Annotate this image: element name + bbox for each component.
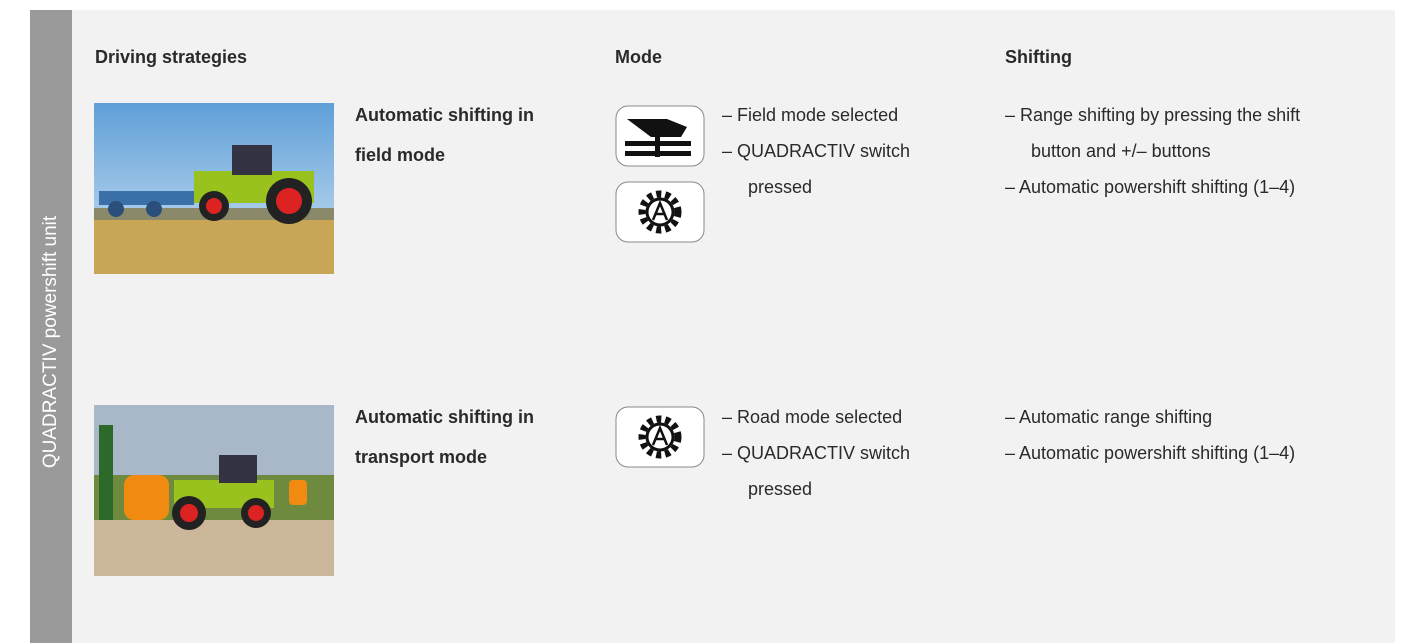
mode-list: – Road mode selected – QUADRACTIV switch… (722, 399, 972, 507)
mode-item: – QUADRACTIV switch pressed (722, 443, 911, 499)
mode-item: – Road mode selected (722, 407, 903, 427)
sidebar: QUADRACTIV powershift unit (30, 10, 72, 643)
strategy-title: Automatic shifting in field mode (355, 105, 534, 165)
mode-list: – Field mode selected – QUADRACTIV switc… (722, 97, 972, 205)
sidebar-label: QUADRACTIV powershift unit (40, 215, 61, 469)
photo (94, 405, 334, 576)
mode-item: – QUADRACTIV switch pressed (722, 141, 911, 197)
shifting-list: – Automatic range shifting – Automatic p… (1005, 399, 1355, 471)
header: Mode (615, 47, 662, 67)
header: Driving strategies (95, 47, 248, 67)
shifting-item: – Range shifting by pressing the shift b… (1005, 105, 1301, 161)
shifting-item: – Automatic powershift shifting (1–4) (1005, 443, 1296, 463)
shifting-list: – Range shifting by pressing the shift b… (1005, 97, 1355, 205)
auto-icon (615, 406, 705, 468)
mode-item: – Field mode selected (722, 105, 899, 125)
field-mode-icon (615, 105, 705, 167)
shifting-item: – Automatic range shifting (1005, 407, 1213, 427)
strategy-title: Automatic shifting in transport mode (355, 407, 534, 467)
auto-icon (615, 181, 705, 243)
table: Driving strategies Mode Shifting Automat… (72, 10, 1395, 643)
photo (94, 103, 334, 274)
header: Shifting (1005, 47, 1072, 67)
shifting-item: – Automatic powershift shifting (1–4) (1005, 177, 1296, 197)
